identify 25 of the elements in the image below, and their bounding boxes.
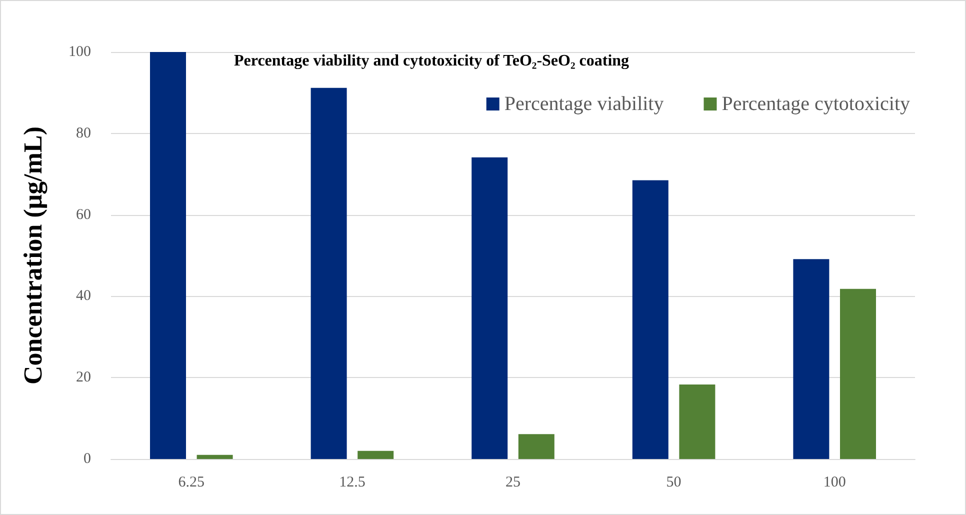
x-tick-label: 6.25 xyxy=(178,474,205,490)
bar xyxy=(679,384,716,459)
bar xyxy=(150,52,186,459)
x-tick-label: 25 xyxy=(506,474,520,490)
x-tick-label: 12.5 xyxy=(339,474,366,490)
y-tick-label: 60 xyxy=(76,206,91,223)
y-tick-label: 40 xyxy=(76,288,91,304)
legend-label: Percentage viability xyxy=(504,93,664,115)
x-tick-label: 50 xyxy=(666,474,682,490)
y-tick-label: 0 xyxy=(84,451,91,467)
bar xyxy=(793,259,830,459)
bar xyxy=(358,450,394,459)
bar xyxy=(840,288,876,459)
x-tick-label: 100 xyxy=(823,474,846,490)
legend-label: Percentage cytotoxicity xyxy=(722,93,910,115)
bar xyxy=(518,434,554,459)
chart-title: Percentage viability and cytotoxicity of TeO₂-SeO₂ coating xyxy=(234,52,630,70)
y-tick-label: 100 xyxy=(68,44,91,60)
bar xyxy=(196,454,233,459)
y-tick-label: 20 xyxy=(76,370,91,386)
bar xyxy=(472,157,508,459)
bar xyxy=(632,180,668,459)
y-axis-title: Concentration (μg/mL) xyxy=(18,126,48,385)
y-tick-label: 80 xyxy=(76,125,91,142)
bar xyxy=(310,88,347,459)
